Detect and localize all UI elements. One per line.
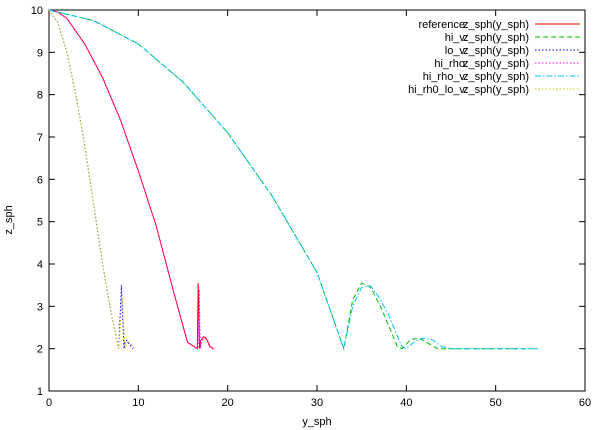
series-layer [48,9,541,351]
legend-layer: reference:z_sph(y_sph)hi_v:z_sph(y_sph)l… [408,19,580,96]
axes-layer: 0 10 20 30 40 50 60 1 2 3 4 5 6 7 8 9 10 [31,5,591,409]
legend-name-2: lo_v: [445,45,468,57]
y-axis-label: z_sph [3,205,15,234]
y-tick-label-3: 3 [37,301,43,313]
legend-expr-5: z_sph(y_sph) [463,84,529,96]
x-tick-label-20: 20 [222,397,234,409]
series-line-5 [48,9,136,350]
legend-expr-3: z_sph(y_sph) [463,58,529,70]
legend-name-5: hi_rh0_lo_v: [408,84,468,96]
y-tick-label-9: 9 [37,47,43,59]
y-tick-label-1: 1 [37,386,43,398]
y-tick-label-6: 6 [37,174,43,186]
y-tick-label-8: 8 [37,90,43,102]
x-tick-label-0: 0 [46,397,52,409]
y-tick-label-4: 4 [37,259,43,271]
y-tick-label-7: 7 [37,132,43,144]
series-line-2 [48,9,134,350]
series-line-4 [48,9,541,351]
y-tick-label-10: 10 [31,5,43,17]
x-tick-label-10: 10 [132,397,144,409]
legend-name-0: reference: [418,19,468,31]
y-tick-label-5: 5 [37,217,43,229]
series-line-0 [48,9,214,350]
legend-name-3: hi_rho: [434,58,468,70]
legend-name-1: hi_v: [445,32,468,44]
x-tick-label-50: 50 [490,397,502,409]
x-tick-label-30: 30 [311,397,323,409]
y-tick-label-2: 2 [37,344,43,356]
legend-expr-1: z_sph(y_sph) [463,32,529,44]
series-line-3 [48,9,215,350]
x-tick-label-60: 60 [579,397,591,409]
legend-name-4: hi_rho_v: [423,71,468,83]
x-tick-label-40: 40 [400,397,412,409]
x-axis-label: y_sph [302,416,331,428]
legend-expr-0: z_sph(y_sph) [463,19,529,31]
legend-expr-2: z_sph(y_sph) [463,45,529,57]
legend-expr-4: z_sph(y_sph) [463,71,529,83]
